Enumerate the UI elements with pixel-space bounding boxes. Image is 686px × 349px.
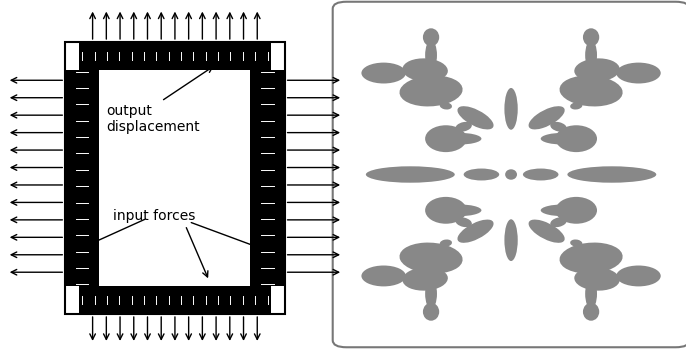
Ellipse shape (583, 28, 600, 46)
Ellipse shape (362, 62, 406, 83)
Ellipse shape (423, 303, 439, 321)
Ellipse shape (458, 220, 493, 243)
Ellipse shape (560, 75, 623, 106)
Ellipse shape (504, 219, 518, 261)
Ellipse shape (440, 102, 452, 110)
Ellipse shape (570, 239, 582, 247)
Ellipse shape (556, 125, 597, 152)
Ellipse shape (556, 197, 597, 224)
Ellipse shape (425, 125, 466, 152)
Ellipse shape (616, 62, 661, 83)
Text: output
displacement: output displacement (106, 104, 200, 134)
Ellipse shape (560, 243, 623, 274)
Bar (79, 286, 271, 314)
Ellipse shape (541, 133, 588, 145)
Ellipse shape (616, 266, 661, 287)
Ellipse shape (434, 133, 482, 145)
Ellipse shape (574, 58, 619, 82)
Ellipse shape (434, 204, 482, 216)
Ellipse shape (529, 106, 565, 129)
Ellipse shape (425, 279, 437, 309)
Bar (79, 42, 271, 70)
Ellipse shape (440, 239, 452, 247)
Ellipse shape (399, 243, 462, 274)
Ellipse shape (550, 122, 567, 132)
Ellipse shape (366, 166, 455, 183)
Ellipse shape (399, 75, 462, 106)
Ellipse shape (403, 267, 448, 291)
Ellipse shape (362, 266, 406, 287)
Ellipse shape (456, 122, 472, 132)
Ellipse shape (504, 88, 518, 130)
Ellipse shape (550, 217, 567, 227)
Ellipse shape (567, 166, 657, 183)
Ellipse shape (403, 58, 448, 82)
Ellipse shape (529, 220, 565, 243)
Ellipse shape (583, 303, 600, 321)
Ellipse shape (570, 102, 582, 110)
Text: input forces: input forces (113, 209, 196, 223)
Ellipse shape (425, 197, 466, 224)
Bar (65, 42, 285, 314)
Ellipse shape (574, 267, 619, 291)
Ellipse shape (458, 106, 493, 129)
Ellipse shape (585, 40, 597, 70)
Ellipse shape (423, 28, 439, 46)
Ellipse shape (523, 169, 558, 180)
Ellipse shape (541, 204, 588, 216)
Ellipse shape (456, 217, 472, 227)
Ellipse shape (505, 169, 517, 180)
FancyBboxPatch shape (333, 2, 686, 347)
Ellipse shape (585, 279, 597, 309)
Ellipse shape (425, 40, 437, 70)
Bar (250, 70, 285, 286)
Ellipse shape (464, 169, 499, 180)
Bar (65, 70, 99, 286)
